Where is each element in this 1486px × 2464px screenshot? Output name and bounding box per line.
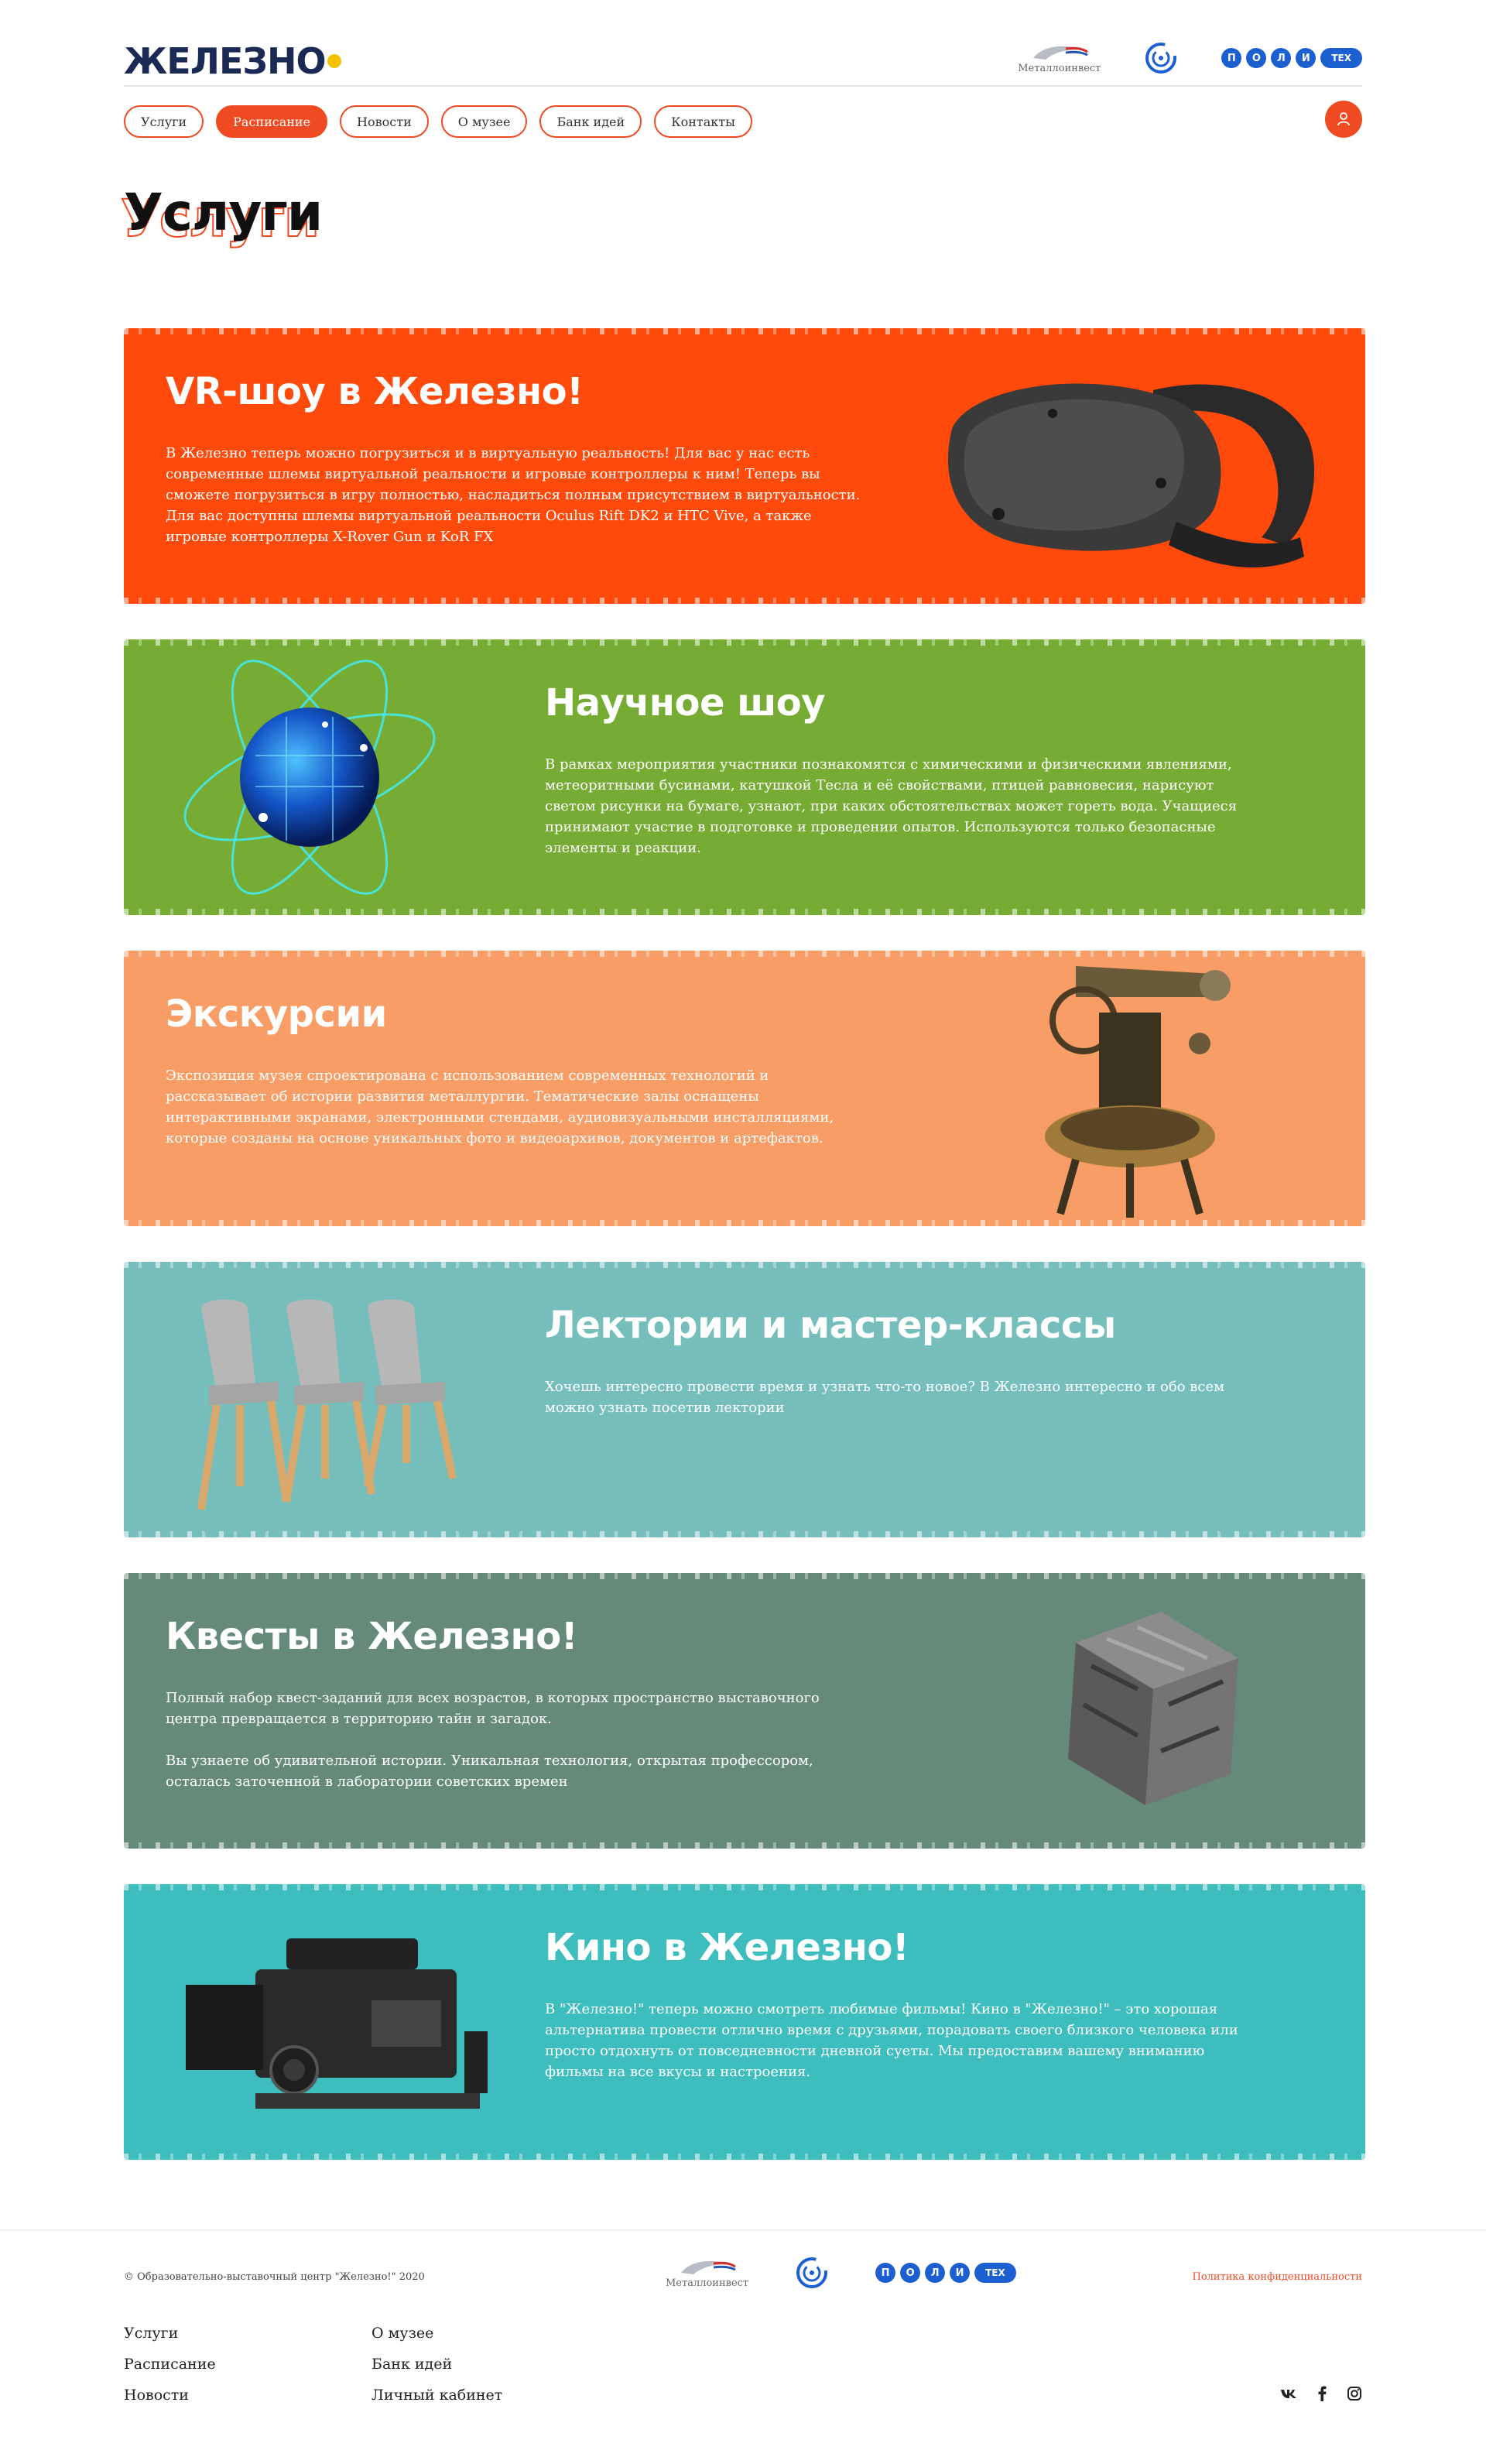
metalloinvest-label: Металлоинвест [1018, 62, 1101, 74]
service-description: Полный набор квест-заданий для всех возр… [166, 1688, 862, 1792]
nav-item-ideas[interactable]: Банк идей [539, 105, 642, 138]
page-title-block: Услуги Услуги [120, 183, 323, 249]
politech-pill: ТЕХ [974, 2263, 1016, 2283]
page-title: Услуги Услуги [120, 183, 323, 249]
service-title: Лектории и мастер-классы [545, 1304, 1116, 1347]
nav-item-contacts[interactable]: Контакты [654, 105, 752, 138]
service-description: Хочешь интересно провести время и узнать… [545, 1376, 1257, 1418]
metal-cube-image [1068, 1612, 1238, 1805]
chairs-image [197, 1299, 457, 1510]
service-description: Экспозиция музея спроектирована с исполь… [166, 1065, 862, 1149]
service-paragraph: Полный набор квест-заданий для всех возр… [166, 1690, 820, 1727]
page-title-outline: Услуги [120, 188, 320, 249]
service-card-excursions[interactable]: Экскурсии Экспозиция музея спроектирован… [124, 951, 1365, 1226]
footer-link-news[interactable]: Новости [124, 2387, 189, 2404]
service-title: Кино в Железно! [545, 1926, 909, 1969]
metalloinvest-logo[interactable]: Металлоинвест [1018, 43, 1101, 74]
footer-link-schedule[interactable]: Расписание [124, 2356, 216, 2373]
nav-item-schedule[interactable]: Расписание [216, 105, 328, 138]
atom-globe-image [183, 660, 436, 895]
nav-item-museum[interactable]: О музее [440, 105, 528, 138]
footer-nav-column-2: О музее Банк идей Личный кабинет [372, 2325, 502, 2403]
theodolite-image [1045, 966, 1231, 1218]
service-title: VR-шоу в Железно! [166, 370, 584, 413]
footer-politech-logo[interactable]: П О Л И ТЕХ [875, 2263, 1016, 2283]
service-paragraph: В рамках мероприятия участники познакомя… [545, 756, 1238, 856]
privacy-policy-link[interactable]: Политика конфиденциальности [1192, 2271, 1362, 2283]
facebook-icon[interactable] [1317, 2386, 1327, 2401]
footer-link-services[interactable]: Услуги [124, 2325, 179, 2342]
vk-icon[interactable] [1280, 2388, 1297, 2399]
footer-partner-logos: Металлоинвест П О Л И ТЕХ [666, 2256, 1016, 2290]
service-title: Научное шоу [545, 681, 825, 725]
user-icon [1337, 112, 1350, 126]
politech-letter: О [900, 2263, 921, 2283]
site-logo[interactable]: ЖЕЛЕЗНО [124, 40, 341, 82]
politech-letter: И [950, 2263, 971, 2283]
service-description: В Железно теперь можно погрузиться и в в… [166, 443, 862, 547]
politech-letter: И [1296, 48, 1317, 68]
politech-letter: Л [1271, 48, 1292, 68]
footer-divider [0, 2229, 1486, 2231]
service-paragraph: В "Железно!" теперь можно смотреть любим… [545, 2001, 1238, 2080]
service-card-science-show[interactable]: Научное шоу В рамках мероприятия участни… [124, 639, 1365, 915]
service-card-quests[interactable]: Квесты в Железно! Полный набор квест-зад… [124, 1573, 1365, 1849]
service-card-vr[interactable]: VR-шоу в Железно! В Железно теперь можно… [124, 328, 1365, 604]
politech-logo[interactable]: П О Л И ТЕХ [1221, 48, 1362, 68]
service-paragraph: В Железно теперь можно погрузиться и в в… [166, 445, 861, 545]
user-account-button[interactable] [1325, 101, 1362, 138]
logo-text: ЖЕЛЕЗНО [124, 40, 327, 82]
site-header: ЖЕЛЕЗНО Металлоинвест П О Л И ТЕХ [124, 31, 1362, 87]
social-links [1280, 2386, 1362, 2401]
footer-copyright: © Образовательно-выставочный центр "Желе… [124, 2271, 425, 2283]
service-title: Квесты в Железно! [166, 1615, 578, 1658]
service-description: В рамках мероприятия участники познакомя… [545, 754, 1257, 858]
footer-circle-partner-icon[interactable] [795, 2256, 829, 2290]
circle-partner-icon[interactable] [1144, 41, 1178, 75]
service-paragraph: Экспозиция музея спроектирована с исполь… [166, 1068, 834, 1146]
service-paragraph: Вы узнаете об удивительной истории. Уник… [166, 1753, 813, 1790]
instagram-icon[interactable] [1347, 2386, 1362, 2401]
footer-metalloinvest-logo[interactable]: Металлоинвест [666, 2257, 748, 2289]
metalloinvest-label: Металлоинвест [666, 2277, 749, 2289]
footer-link-museum[interactable]: О музее [372, 2325, 434, 2342]
cinema-camera-image [186, 1938, 488, 2109]
partner-logos: Металлоинвест П О Л И ТЕХ [1018, 31, 1362, 85]
metalloinvest-wave-icon [1032, 46, 1088, 60]
metalloinvest-wave-icon [680, 2260, 736, 2274]
vr-headset-image [947, 383, 1315, 568]
politech-letter: П [875, 2263, 896, 2283]
politech-pill: ТЕХ [1320, 48, 1362, 68]
politech-letter: П [1221, 48, 1242, 68]
service-paragraph: Хочешь интересно провести время и узнать… [545, 1379, 1225, 1416]
footer-link-account[interactable]: Личный кабинет [372, 2387, 503, 2404]
service-title: Экскурсии [166, 992, 387, 1036]
footer-nav-column-1: Услуги Расписание Новости [124, 2325, 216, 2403]
logo-bulb-icon [327, 53, 341, 68]
service-description: В "Железно!" теперь можно смотреть любим… [545, 1999, 1257, 2082]
nav-item-services[interactable]: Услуги [124, 105, 204, 138]
service-card-lectures[interactable]: Лектории и мастер-классы Хочешь интересн… [124, 1262, 1365, 1537]
politech-letter: Л [925, 2263, 946, 2283]
main-nav: Услуги Расписание Новости О музее Банк и… [124, 105, 752, 138]
footer-link-ideas[interactable]: Банк идей [372, 2356, 453, 2373]
politech-letter: О [1246, 48, 1267, 68]
nav-item-news[interactable]: Новости [340, 105, 429, 138]
service-card-cinema[interactable]: Кино в Железно! В "Железно!" теперь можн… [124, 1884, 1365, 2160]
page-title-text: Услуги [124, 183, 323, 242]
